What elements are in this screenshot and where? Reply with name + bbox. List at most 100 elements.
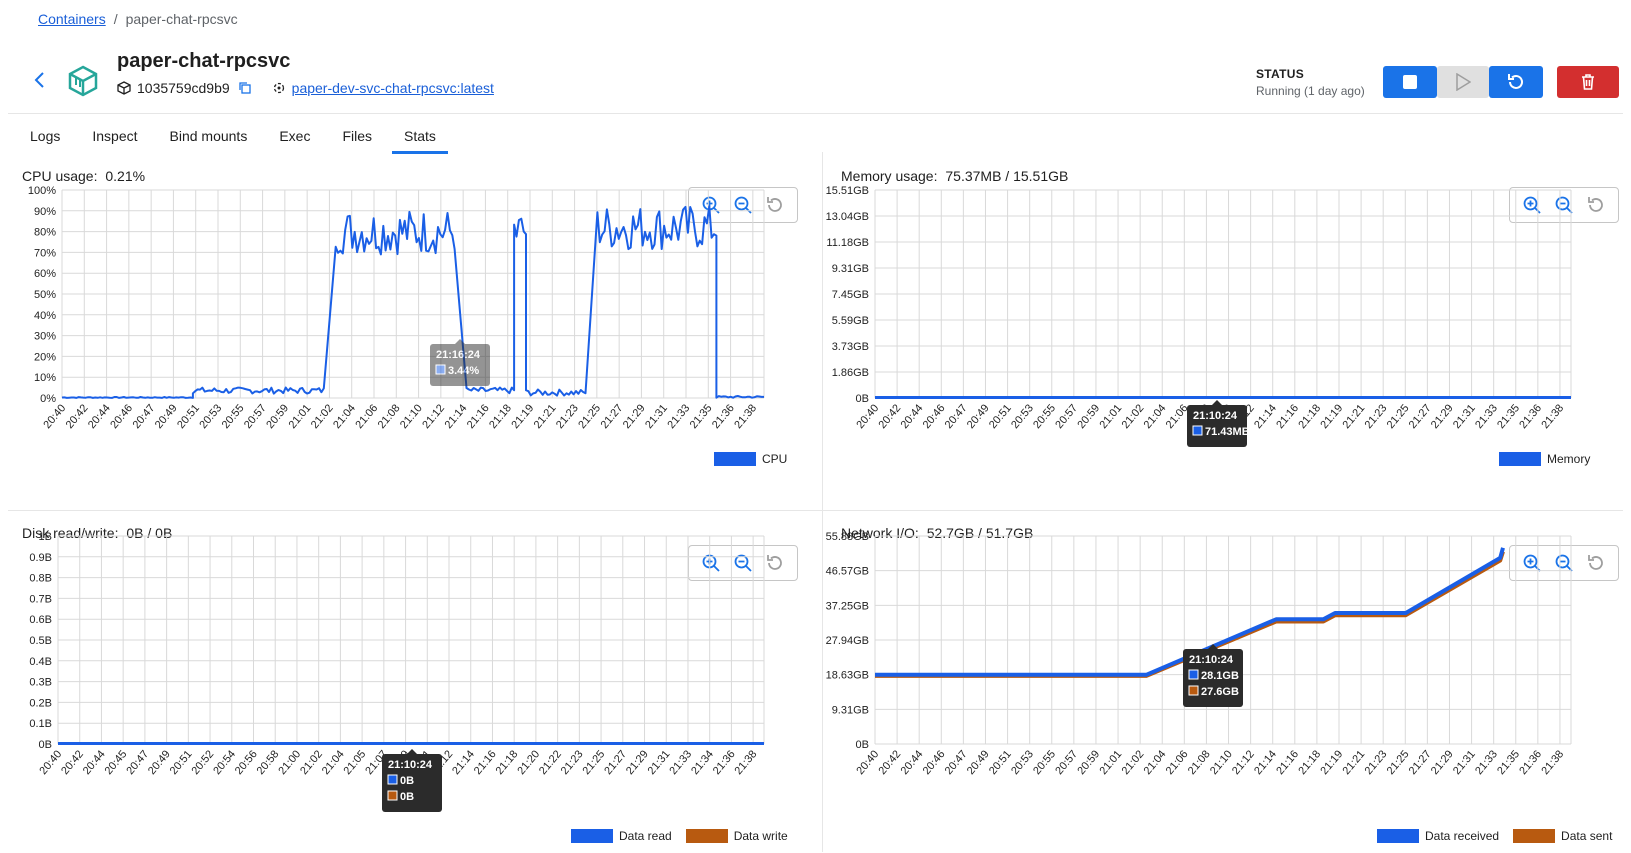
back-arrow-icon[interactable]: [28, 68, 52, 92]
stop-icon: [1403, 75, 1417, 89]
disk-x-tick: 21:14: [450, 748, 477, 777]
container-header: paper-chat-rpcsvc 1035759cd9b9 paper-dev…: [0, 48, 1631, 114]
disk-tooltip-value: 0B: [400, 791, 414, 803]
tab-files[interactable]: Files: [342, 128, 373, 144]
breadcrumb-separator: /: [113, 11, 118, 27]
tab-logs[interactable]: Logs: [30, 128, 61, 144]
breadcrumb-containers-link[interactable]: Containers: [38, 11, 106, 27]
copy-icon[interactable]: [238, 81, 252, 95]
stop-button[interactable]: [1383, 66, 1437, 98]
image-icon: [272, 81, 286, 95]
memory-x-tick: 21:19: [1318, 402, 1345, 431]
memory-y-tick: 7.45GB: [832, 289, 869, 301]
disk-y-tick: 0B: [39, 739, 52, 751]
cpu-x-tick: 21:31: [643, 402, 670, 431]
cpu-tooltip-arrow: [455, 339, 465, 344]
network-title-value: 52.7GB / 51.7GB: [926, 525, 1034, 541]
tab-bind-mounts[interactable]: Bind mounts: [169, 128, 248, 144]
memory-x-tick: 21:04: [1142, 402, 1169, 431]
cpu-legend-label: CPU: [762, 452, 788, 466]
zoom-reset-icon[interactable]: [765, 553, 785, 573]
disk-x-tick: 21:34: [689, 748, 716, 777]
disk-legend-read: Data read: [619, 829, 672, 843]
network-x-tick: 21:21: [1341, 748, 1368, 777]
zoom-out-icon[interactable]: [1554, 553, 1574, 573]
container-meta: 1035759cd9b9 paper-dev-svc-chat-rpcsvc:l…: [117, 80, 494, 96]
memory-y-tick: 9.31GB: [832, 263, 869, 275]
disk-x-tick: 20:58: [255, 748, 282, 777]
disk-y-tick: 0.5B: [29, 635, 52, 647]
disk-x-tick: 20:44: [81, 748, 108, 777]
zoom-reset-icon[interactable]: [765, 195, 785, 215]
cpu-x-tick: 20:59: [264, 402, 291, 431]
memory-title-value: 75.37MB / 15.51GB: [945, 168, 1069, 184]
disk-x-tick: 21:33: [667, 748, 694, 777]
network-tooltip-value: 28.1GB: [1201, 670, 1239, 682]
cpu-title-label: CPU usage:: [22, 168, 98, 184]
cpu-x-tick: 20:46: [108, 402, 135, 431]
start-button[interactable]: [1437, 66, 1489, 98]
disk-x-tick: 20:40: [37, 748, 64, 777]
memory-tooltip-box: [1187, 405, 1247, 447]
disk-legend-write: Data write: [733, 829, 788, 843]
disk-y-tick: 0.4B: [29, 656, 52, 668]
network-x-tick: 21:35: [1495, 748, 1522, 777]
disk-x-tick: 20:49: [146, 748, 173, 777]
memory-panel: Memory usage: 75.37MB / 15.51GB 15.51GB 1…: [823, 152, 1631, 510]
disk-x-tick: 20:42: [59, 748, 86, 777]
disk-x-tick: 21:27: [602, 748, 629, 777]
memory-y-tick: 0B: [856, 393, 869, 405]
image-link[interactable]: paper-dev-svc-chat-rpcsvc:latest: [291, 80, 494, 96]
cpu-y-tick: 90%: [34, 206, 56, 218]
network-x-tick: 20:51: [987, 748, 1014, 777]
delete-button[interactable]: [1557, 66, 1619, 98]
restart-button[interactable]: [1489, 66, 1543, 98]
network-y-tick: 0B: [856, 739, 869, 751]
disk-x-tick: 21:36: [711, 748, 738, 777]
disk-legend-write-swatch: [685, 829, 728, 843]
panel-vertical-divider: [822, 152, 823, 852]
disk-x-tick: 21:29: [624, 748, 651, 777]
zoom-reset-icon[interactable]: [1586, 195, 1606, 215]
cpu-x-tick: 21:12: [420, 402, 447, 431]
network-x-tick: 20:59: [1075, 748, 1102, 777]
memory-x-tick: 20:49: [965, 402, 992, 431]
cpu-title: CPU usage: 0.21%: [22, 168, 145, 184]
disk-title-label: Disk read/write:: [22, 525, 119, 541]
cpu-tooltip: 21:16:24 3.44%: [430, 339, 490, 386]
cpu-x-tick: 21:06: [353, 402, 380, 431]
network-x-tick: 21:25: [1385, 748, 1412, 777]
cpu-series-line: [61, 205, 764, 399]
network-legend: Data received Data sent: [1377, 829, 1612, 843]
panel-horizontal-divider: [8, 510, 1623, 511]
trash-icon: [1582, 74, 1594, 90]
disk-title-value: 0B / 0B: [126, 525, 173, 541]
memory-y-tick: 5.59GB: [832, 315, 869, 327]
zoom-out-icon[interactable]: [733, 553, 753, 573]
zoom-reset-icon[interactable]: [1586, 553, 1606, 573]
memory-x-tick: 21:27: [1407, 402, 1434, 431]
memory-zoom-controls: [1509, 187, 1619, 223]
disk-y-tick: 0.9B: [29, 552, 52, 564]
memory-x-tick: 21:35: [1495, 402, 1522, 431]
network-x-tick: 20:53: [1009, 748, 1036, 777]
memory-x-tick: 20:55: [1031, 402, 1058, 431]
tab-stats[interactable]: Stats: [392, 120, 448, 154]
network-y-tick: 27.94GB: [826, 635, 869, 647]
disk-y-tick: 0.2B: [29, 697, 52, 709]
disk-x-tick: 21:05: [342, 748, 369, 777]
tab-inspect[interactable]: Inspect: [92, 128, 138, 144]
network-x-tick: 21:36: [1517, 748, 1544, 777]
network-tooltip-swatch: [1188, 669, 1199, 680]
tab-exec[interactable]: Exec: [279, 128, 311, 144]
disk-x-tick: 20:45: [103, 748, 130, 777]
play-icon: [1456, 73, 1471, 91]
network-y-tick: 18.63GB: [826, 670, 869, 682]
disk-x-tick: 20:52: [189, 748, 216, 777]
cpu-legend: CPU: [714, 452, 787, 466]
cpu-x-tick: 20:51: [175, 402, 202, 431]
network-title-label: Network I/O:: [841, 525, 919, 541]
network-y-tick: 37.25GB: [826, 600, 869, 612]
network-x-tick: 20:40: [854, 748, 881, 777]
cpu-x-tick: 20:47: [131, 402, 158, 431]
